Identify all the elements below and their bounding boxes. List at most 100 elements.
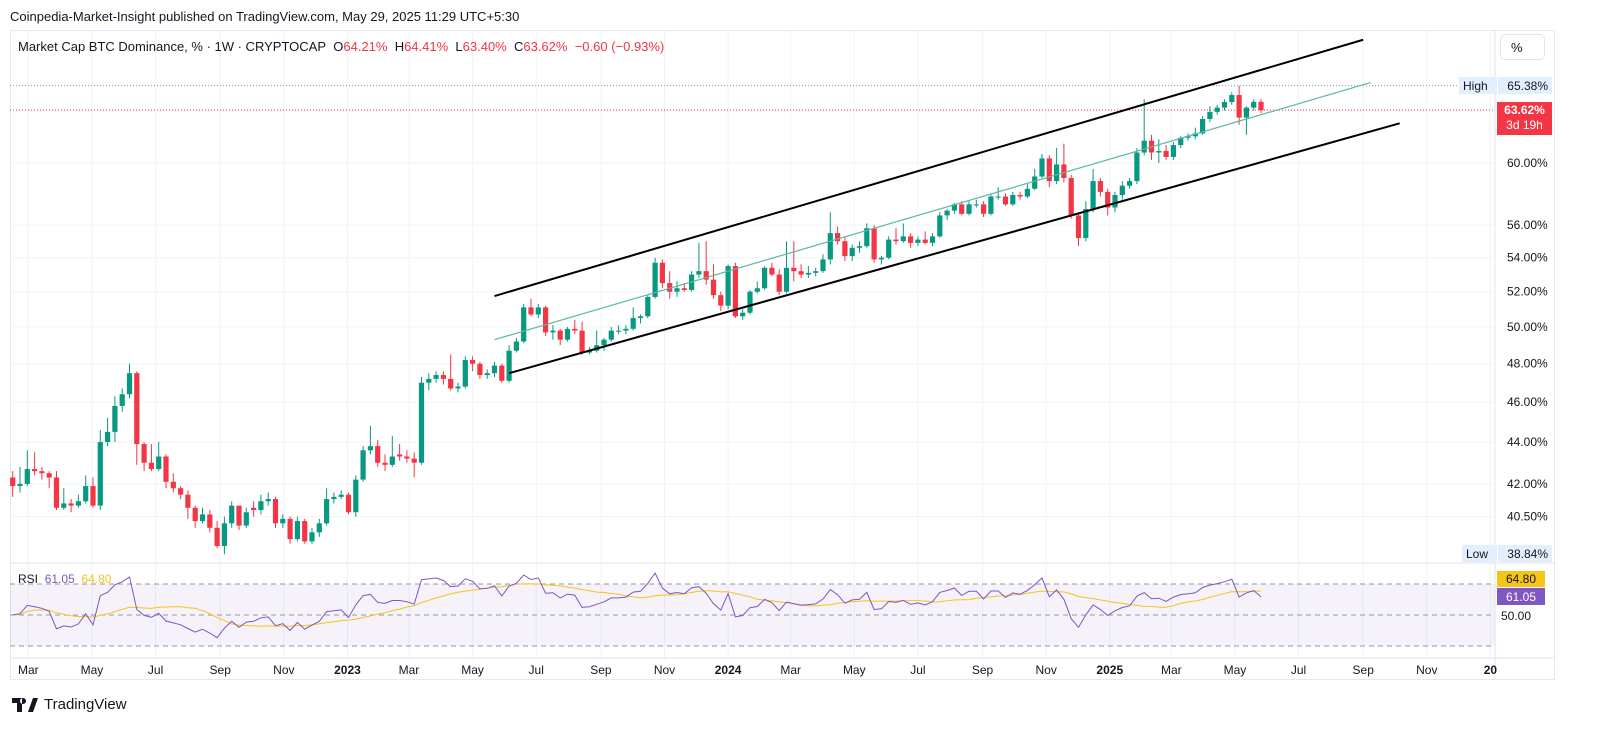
- candle: [754, 281, 760, 294]
- time-tick-label: Mar: [399, 663, 420, 677]
- candle: [272, 496, 279, 528]
- candle: [287, 516, 293, 544]
- candle-body: [813, 271, 819, 273]
- candle: [674, 281, 680, 297]
- time-tick-label: Jul: [1291, 663, 1306, 677]
- time-tick-label: Jul: [148, 663, 163, 677]
- price-axis[interactable]: 60.00% 56.00% 54.00% 52.00% 50.00% 48.00% 46.0…: [1494, 30, 1548, 680]
- candle-body: [1075, 215, 1082, 238]
- candle: [53, 471, 60, 511]
- candle: [616, 325, 622, 335]
- price-tick-label: 60.00%: [1507, 156, 1548, 170]
- candle: [353, 475, 359, 517]
- rsi-value-badge: 61.05: [1497, 588, 1545, 605]
- candle-body: [280, 518, 286, 524]
- trend-channel[interactable]: [494, 38, 1400, 375]
- channel-mid-line[interactable]: [494, 82, 1371, 341]
- candle-body: [696, 271, 702, 275]
- candle-body: [24, 469, 30, 484]
- candle: [10, 471, 16, 497]
- channel-lower-line[interactable]: [508, 122, 1400, 375]
- candle-body: [105, 431, 111, 443]
- candle-body: [1039, 158, 1045, 177]
- candle-body: [1229, 95, 1235, 103]
- candle-body: [156, 456, 162, 470]
- candle: [864, 223, 870, 248]
- candle: [623, 325, 629, 335]
- candle: [645, 295, 651, 319]
- candle-body: [981, 204, 987, 214]
- candle: [68, 499, 74, 513]
- low-value-badge: 38.84%: [1498, 545, 1552, 562]
- candle-body: [265, 499, 271, 502]
- candle: [236, 505, 242, 531]
- candle: [783, 241, 790, 294]
- candle: [922, 231, 928, 245]
- candle: [908, 233, 914, 248]
- tradingview-logo[interactable]: TradingView: [12, 696, 127, 713]
- high-label-badge: High: [1459, 77, 1497, 94]
- candle: [718, 291, 724, 311]
- bar-countdown: 3d 19h: [1506, 118, 1543, 132]
- candle-body: [937, 215, 943, 237]
- candle-body: [988, 196, 994, 214]
- candle: [1170, 142, 1176, 160]
- candle-body: [791, 267, 797, 272]
- candle: [134, 371, 140, 465]
- candle: [900, 223, 906, 243]
- candle-body: [1207, 111, 1213, 119]
- candle-body: [769, 267, 775, 275]
- low-label-badge: Low: [1462, 545, 1497, 562]
- candle-body: [718, 295, 724, 306]
- price-tick-label: 42.00%: [1507, 477, 1548, 491]
- candle: [827, 212, 833, 265]
- time-axis[interactable]: Mar May Jul Sep Nov 2023 Mar May Jul Sep Nov 2024 Ma…: [10, 657, 1555, 677]
- candle: [192, 505, 198, 528]
- candle-body: [309, 532, 315, 542]
- candle-body: [1097, 181, 1103, 192]
- candle: [46, 471, 52, 489]
- candle: [440, 371, 446, 385]
- candle-body: [1119, 185, 1125, 195]
- candle-body: [929, 236, 936, 243]
- candle-body: [1236, 95, 1242, 118]
- candle: [513, 337, 519, 353]
- candle: [1229, 92, 1235, 105]
- candle: [1236, 85, 1242, 125]
- candle: [397, 444, 403, 461]
- percent-scale-button[interactable]: %: [1500, 34, 1545, 60]
- candle: [455, 382, 461, 393]
- candle-body: [886, 239, 892, 258]
- candle: [893, 228, 899, 245]
- candle-body: [272, 499, 279, 524]
- price-tick-label: 40.50%: [1507, 510, 1548, 524]
- price-tick-label: 56.00%: [1507, 218, 1548, 232]
- candle-body: [1032, 176, 1038, 189]
- candle-body: [856, 246, 863, 248]
- candle-body: [163, 456, 169, 482]
- candle-body: [53, 477, 60, 508]
- channel-upper-line[interactable]: [494, 38, 1364, 297]
- candle: [39, 466, 45, 480]
- rsi-line: [12, 572, 1262, 639]
- candle: [499, 363, 505, 383]
- candle: [294, 516, 300, 542]
- candle: [265, 492, 271, 506]
- candle-body: [185, 494, 191, 508]
- candle-body: [630, 318, 636, 329]
- candle: [1097, 178, 1103, 197]
- candle-body: [1141, 140, 1147, 153]
- candle-body: [798, 271, 804, 275]
- rsi-pane: [10, 572, 1495, 647]
- candle: [214, 521, 220, 549]
- candle-body: [1083, 209, 1089, 238]
- candle: [360, 446, 366, 482]
- low-label: L: [455, 39, 463, 54]
- candle: [1207, 106, 1213, 122]
- candle: [1075, 212, 1082, 247]
- candle-body: [842, 241, 848, 257]
- candle-body: [623, 328, 629, 331]
- candle-body: [579, 330, 585, 353]
- candle: [375, 440, 381, 467]
